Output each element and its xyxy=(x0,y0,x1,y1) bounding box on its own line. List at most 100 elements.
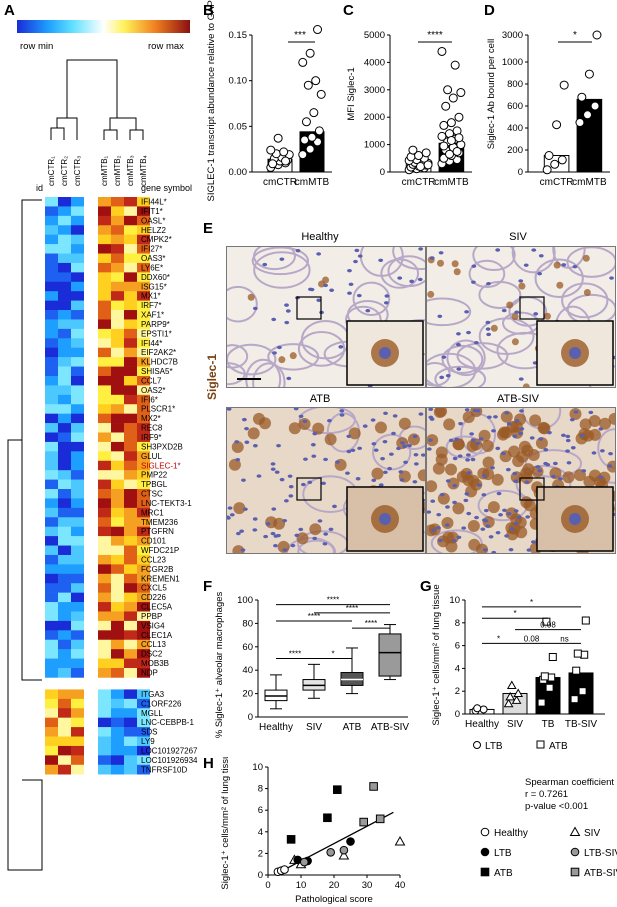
heatmap-cell xyxy=(45,708,58,718)
heatmap-cell xyxy=(45,404,58,414)
heatmap-cell xyxy=(98,545,111,556)
nucleus xyxy=(456,332,461,336)
heatmap-cell xyxy=(45,611,58,622)
heatmap-cell xyxy=(45,649,58,659)
nucleus xyxy=(429,256,435,260)
stained-macrophage xyxy=(508,522,521,535)
nucleus xyxy=(607,464,613,468)
gene-label: HELZ2 xyxy=(141,226,166,235)
gene-label: DDX60* xyxy=(141,273,170,282)
data-point xyxy=(316,89,326,99)
data-point-ATB-SIV xyxy=(375,814,385,824)
gene-label: C1ORF226 xyxy=(141,699,182,708)
heatmap-cell xyxy=(137,736,150,747)
chart-b-significance: *** xyxy=(294,30,306,41)
heatmap-cell xyxy=(71,319,84,330)
nucleus xyxy=(429,417,435,421)
heatmap-cell xyxy=(58,498,71,509)
nucleus xyxy=(383,411,388,415)
stained-macrophage xyxy=(569,408,582,421)
heatmap-cell xyxy=(58,310,71,320)
heatmap-cell xyxy=(111,755,124,766)
nucleus xyxy=(391,431,396,436)
heatmap-cell xyxy=(137,470,150,480)
heatmap-cell xyxy=(45,253,58,264)
heatmap-cell xyxy=(111,689,124,700)
heatmap-cell xyxy=(124,253,137,264)
stained-macrophage xyxy=(506,301,514,309)
data-point xyxy=(408,145,418,155)
column-label: cmMTB₂ xyxy=(113,155,122,186)
data-point xyxy=(266,145,276,155)
data-point xyxy=(439,141,449,151)
heatmap-cell xyxy=(137,583,150,593)
legend-atb-label: ATB xyxy=(549,741,568,752)
heatmap-cell xyxy=(58,708,71,718)
x-tick-label: 20 xyxy=(329,880,340,891)
nucleus xyxy=(437,538,443,543)
heatmap-cell xyxy=(137,602,150,612)
data-point xyxy=(456,88,466,98)
heatmap-cell xyxy=(98,291,111,301)
y-tick-label: 2 xyxy=(455,686,460,697)
nucleus xyxy=(495,531,501,535)
heatmap-cell xyxy=(124,460,137,471)
legend-marker-LTB xyxy=(480,847,490,857)
nucleus xyxy=(284,320,290,325)
heatmap-cell xyxy=(111,215,124,226)
nucleus xyxy=(470,438,476,442)
heatmap-cell xyxy=(137,545,150,556)
gene-label: IFI44L* xyxy=(141,198,167,207)
nucleus xyxy=(310,443,316,447)
nucleus xyxy=(384,294,390,298)
gene-label: IFI27* xyxy=(141,245,162,254)
heatmap-cell xyxy=(111,404,124,414)
nucleus xyxy=(483,519,489,523)
stained-macrophage xyxy=(537,421,550,434)
heatmap-cell xyxy=(98,573,111,584)
nucleus xyxy=(276,443,281,448)
heatmap-cell xyxy=(98,404,111,414)
heatmap-cell xyxy=(137,262,150,273)
nucleus xyxy=(466,471,472,475)
heatmap-cell xyxy=(58,206,71,217)
nucleus xyxy=(252,444,258,448)
alveolar-wall xyxy=(561,282,609,319)
stained-macrophage xyxy=(435,408,448,418)
chart-d-significance: * xyxy=(573,30,577,41)
data-point-ATB xyxy=(323,813,332,823)
x-tick-label: TB xyxy=(542,719,555,730)
nucleus xyxy=(514,310,520,314)
data-point-ATB-SIV xyxy=(359,817,368,827)
gene-label: XAF1* xyxy=(141,311,164,320)
data-point xyxy=(452,146,462,156)
x-tick-label: ATB-SIV xyxy=(371,722,409,733)
heatmap-cell xyxy=(71,755,84,766)
inset-box xyxy=(536,320,614,386)
nucleus xyxy=(294,533,300,538)
y-tick-label: 6 xyxy=(455,641,460,652)
nucleus xyxy=(300,482,306,487)
heatmap-cell xyxy=(98,451,111,462)
nucleus xyxy=(461,526,467,530)
nucleus xyxy=(322,542,328,546)
heatmap-cell xyxy=(124,649,137,659)
alveolar-wall xyxy=(430,529,483,553)
heatmap-cell xyxy=(98,517,111,527)
heatmap-cell xyxy=(111,385,124,396)
data-point xyxy=(479,705,488,714)
significance-label: **** xyxy=(346,604,358,613)
heatmap-cell xyxy=(124,197,137,207)
y-tick-label: 10 xyxy=(252,762,263,773)
heatmap-cell xyxy=(137,291,150,301)
x-tick-label: 10 xyxy=(296,880,307,891)
heatmap-cell xyxy=(137,319,150,330)
heatmap-cell xyxy=(58,291,71,301)
heatmap-cell xyxy=(45,423,58,433)
significance-label: **** xyxy=(327,596,339,605)
nucleus xyxy=(282,518,288,523)
heatmap-cell xyxy=(71,620,84,631)
heatmap-cell xyxy=(137,375,150,386)
nucleus xyxy=(504,534,509,538)
nucleus xyxy=(284,303,289,307)
